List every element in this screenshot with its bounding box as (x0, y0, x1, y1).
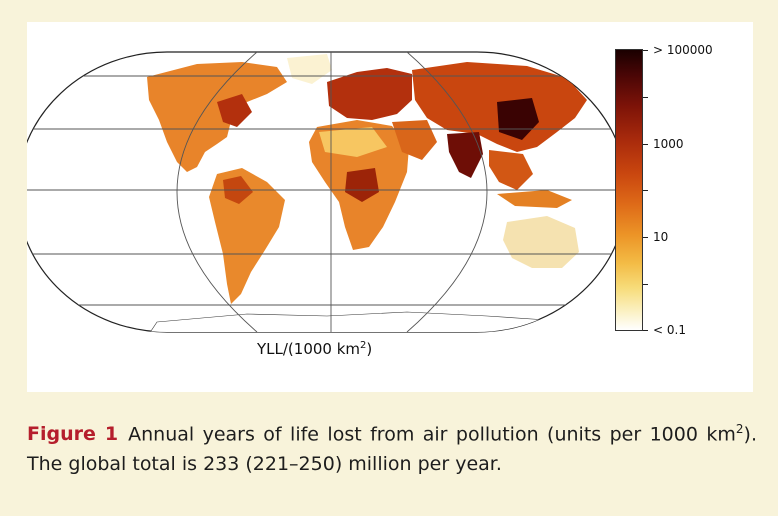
legend-tick (643, 190, 648, 191)
map-colorbar-unit-label: YLL/(1000 km2) (257, 340, 373, 358)
legend-tick (643, 97, 648, 98)
caption-figure-label: Figure 1 (27, 423, 119, 446)
legend-tick (643, 144, 648, 145)
middle-east (392, 120, 437, 160)
legend-label-1000: 1000 (653, 137, 684, 151)
caption-text-part1: Annual years of life lost from air pollu… (128, 423, 736, 446)
australia (503, 216, 579, 268)
legend-tick (643, 237, 648, 238)
graticule (27, 52, 627, 332)
caption-text-part2: ). The global total is 233 (221–250) mil… (27, 423, 757, 476)
south-america (209, 168, 285, 304)
legend-tick (643, 50, 648, 51)
north-america-east (217, 94, 252, 127)
africa-sahara (319, 127, 387, 157)
india (447, 132, 483, 178)
figure-caption: Figure 1 Annual years of life lost from a… (27, 414, 757, 479)
legend-label-min: < 0.1 (653, 323, 686, 337)
indonesia (497, 190, 572, 208)
legend-label-max: > 100000 (653, 43, 713, 57)
africa-central (345, 168, 379, 202)
legend-tick (643, 284, 648, 285)
world-map (27, 51, 628, 333)
antarctica (146, 311, 568, 332)
southeast-asia (489, 150, 533, 190)
greenland (287, 54, 332, 84)
north-america (147, 62, 287, 172)
asia-east-hotspot (497, 98, 539, 140)
legend-label-10: 10 (653, 230, 669, 244)
caption-exponent: 2 (735, 422, 744, 436)
europe (327, 68, 412, 120)
legend-colorbar (615, 49, 643, 331)
figure-panel: YLL/(1000 km2) > 100000 1000 10 < 0.1 (27, 22, 753, 392)
legend-tick (643, 330, 648, 331)
